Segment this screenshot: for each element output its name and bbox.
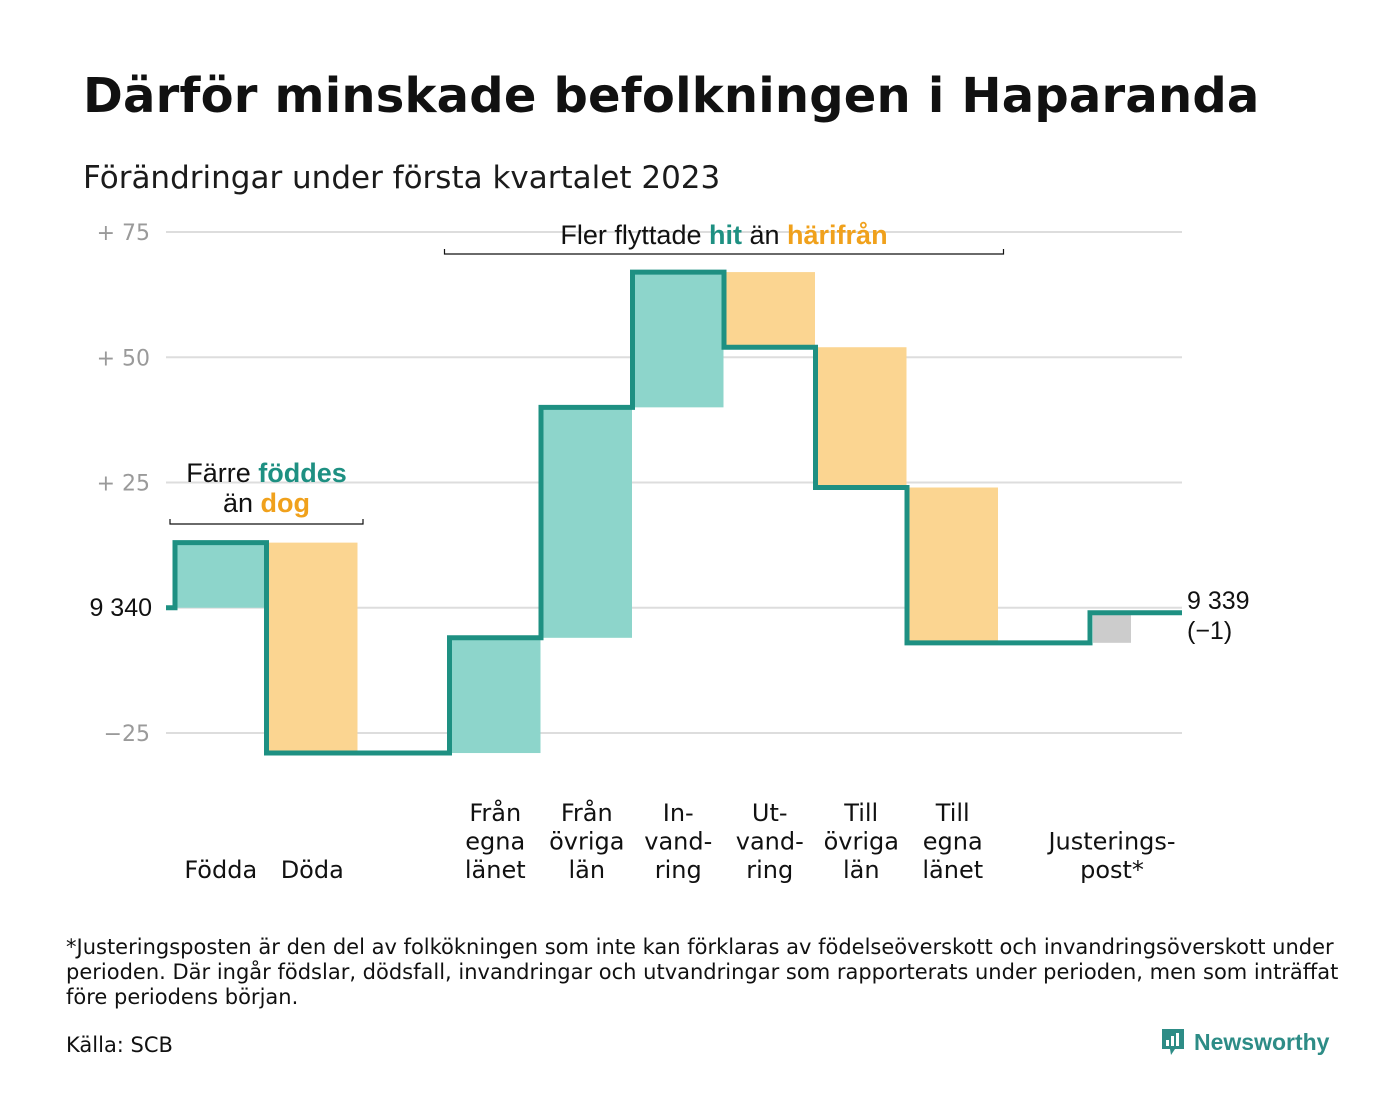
- category-label: post*: [1080, 856, 1144, 884]
- annotation-migration: Fler flyttade hit än härifrån: [560, 220, 887, 250]
- category-label: övriga: [824, 828, 899, 856]
- category-label: Till: [843, 799, 878, 827]
- category-label: egna: [923, 828, 983, 856]
- y-tick-label: + 50: [97, 346, 150, 371]
- category-label: Döda: [281, 856, 344, 884]
- y-tick-label: + 75: [97, 221, 150, 246]
- annotation-text-part: Fler flyttade: [560, 220, 709, 250]
- category-label: Från: [561, 798, 613, 827]
- annotation-text-part: hit: [709, 220, 742, 250]
- category-label: Ut-: [752, 799, 788, 827]
- brand-name: Newsworthy: [1194, 1028, 1330, 1055]
- waterfall-bar: [1093, 612, 1131, 643]
- category-label: ring: [655, 856, 702, 884]
- waterfall-bar: [724, 272, 815, 348]
- start-value-label: 9 340: [89, 594, 152, 622]
- y-tick-label: −25: [104, 722, 150, 747]
- category-label: länet: [465, 856, 526, 884]
- category-label: Från: [469, 798, 521, 827]
- annotation-text-part: än: [742, 220, 787, 250]
- annotation-text-part: Färre: [186, 458, 258, 488]
- category-label: Födda: [184, 856, 257, 884]
- category-label: vand-: [644, 828, 712, 856]
- end-change-label: (−1): [1187, 617, 1232, 645]
- waterfall-bar: [541, 407, 632, 638]
- waterfall-bar: [815, 347, 907, 488]
- category-label: övriga: [549, 828, 624, 856]
- category-label: egna: [465, 828, 525, 856]
- waterfall-bar: [449, 637, 541, 754]
- source-note: Källa: SCB: [66, 1033, 173, 1057]
- waterfall-line: [166, 269, 1182, 756]
- category-label: Justerings-: [1046, 828, 1175, 856]
- end-value-label: 9 339: [1187, 587, 1250, 615]
- brand-logo: Newsworthy: [1160, 1027, 1329, 1057]
- annotation-text-part: än: [223, 488, 261, 518]
- annotation-births-deaths-line1: Färre föddes: [186, 458, 347, 488]
- category-label: länet: [922, 856, 983, 884]
- annotation-bracket: [443, 249, 1005, 255]
- footnote: *Justeringsposten är den del av folkökni…: [66, 935, 1339, 1009]
- category-label: ring: [746, 856, 793, 884]
- annotation-text-part: föddes: [258, 458, 347, 488]
- category-label: län: [843, 856, 880, 884]
- y-tick-label: + 25: [97, 472, 150, 497]
- chart-title: Därför minskade befolkningen i Haparanda: [83, 68, 1260, 124]
- annotation-bracket: [169, 519, 364, 525]
- waterfall-bar: [175, 542, 266, 608]
- annotation-text-part: dog: [261, 488, 310, 518]
- waterfall-bar: [266, 542, 358, 754]
- chart-subtitle: Förändringar under första kvartalet 2023: [83, 160, 721, 196]
- category-label: Till: [935, 799, 970, 827]
- category-label: In-: [663, 799, 694, 827]
- waterfall-bar: [632, 272, 724, 408]
- category-label: vand-: [736, 828, 804, 856]
- annotation-text-part: härifrån: [787, 220, 888, 250]
- category-label: län: [568, 856, 605, 884]
- waterfall-bar: [907, 487, 998, 643]
- newsworthy-logo-icon: [1162, 1029, 1184, 1055]
- annotation-births-deaths-line2: än dog: [223, 488, 310, 518]
- waterfall-chart: + 75 + 50 + 25 −25 9 340 9 339(−1) Födda Döda Fr…: [89, 220, 1250, 884]
